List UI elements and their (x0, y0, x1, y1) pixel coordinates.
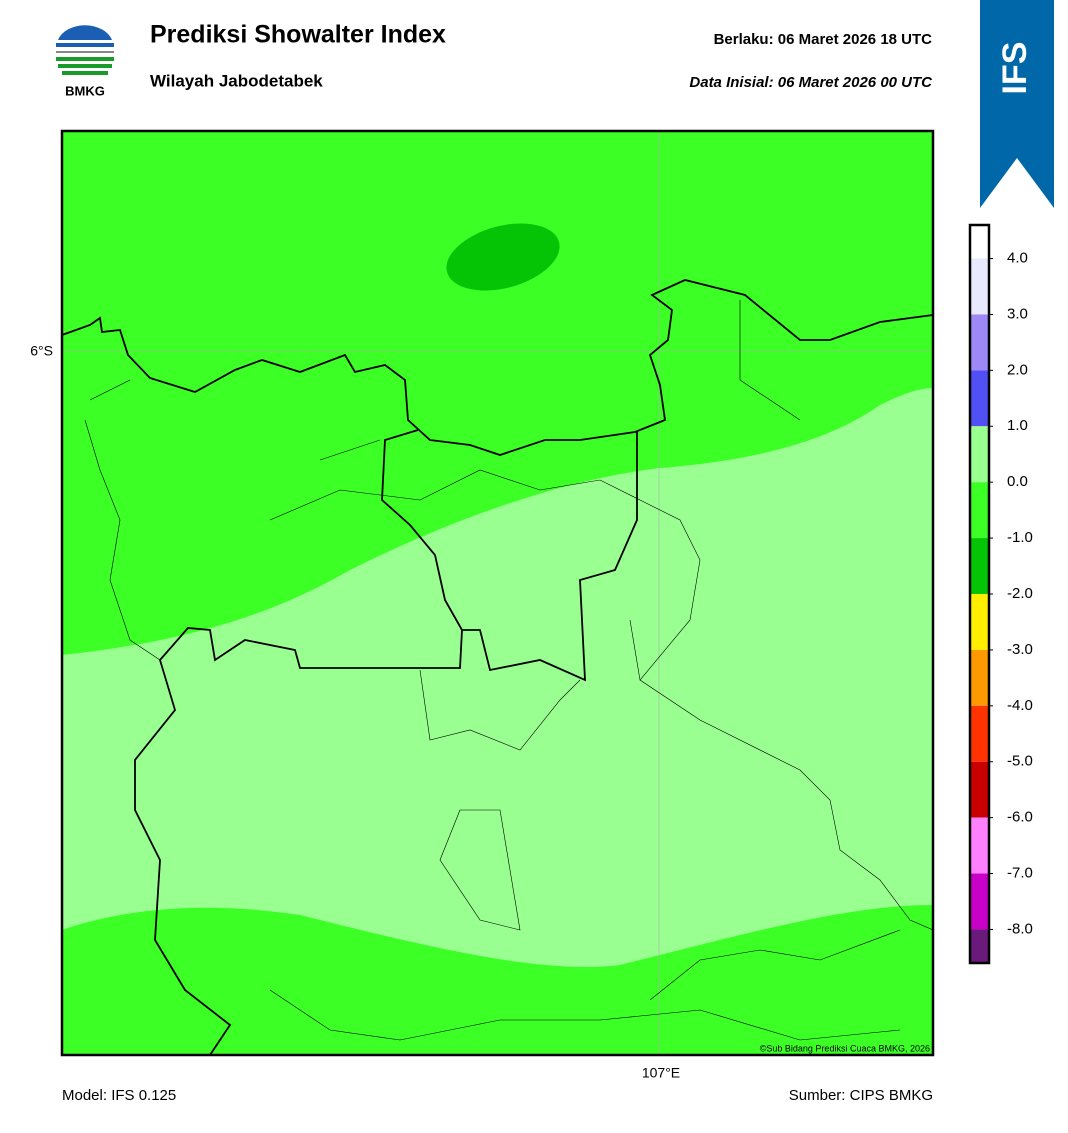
logo: BMKG (56, 25, 114, 98)
colorbar-label: -7.0 (1007, 865, 1033, 882)
badge-text: IFS (996, 42, 1034, 95)
colorbar-label: 2.0 (1007, 361, 1028, 378)
colorbar-segment (970, 370, 989, 427)
colorbar: 4.0 3.0 2.0 1.0 0.0 -1.0 -2.0 -3.0 -4.0 -5.0 -6.0 -… (968, 223, 1033, 965)
title: Prediksi Showalter Index (150, 21, 446, 49)
colorbar-label: -3.0 (1007, 641, 1033, 658)
colorbar-label: -8.0 (1007, 920, 1033, 937)
source-text: Sumber: CIPS BMKG (789, 1087, 933, 1104)
colorbar-label: -5.0 (1007, 753, 1033, 770)
colorbar-label: 4.0 (1007, 250, 1028, 267)
colorbar-segment (970, 817, 989, 874)
province-border (134, 429, 638, 1055)
colorbar-label: -2.0 (1007, 585, 1033, 602)
colorbar-segment (970, 314, 989, 371)
model-text: Model: IFS 0.125 (62, 1087, 176, 1104)
district-border (84, 300, 933, 1041)
colorbar-label: 0.0 (1007, 473, 1028, 490)
colorbar-segment (970, 225, 989, 259)
colorbar-label: 1.0 (1007, 417, 1028, 434)
map-frame (60, 129, 935, 1057)
colorbar-segment (970, 873, 989, 930)
logo-text: BMKG (65, 83, 105, 98)
badge (980, 0, 1054, 208)
colorbar-label: -4.0 (1007, 697, 1033, 714)
valid-time: Berlaku: 06 Maret 2026 18 UTC (714, 31, 933, 48)
colorbar-segment (970, 482, 989, 539)
colorbar-segment (970, 705, 989, 762)
colorbar-label: -1.0 (1007, 529, 1033, 546)
copyright: ©Sub Bidang Prediksi Cuaca BMKG, 2026 (760, 1043, 930, 1053)
colorbar-segment (970, 761, 989, 818)
contour-region (446, 223, 560, 291)
map: ©Sub Bidang Prediksi Cuaca BMKG, 2026 (62, 131, 933, 1055)
coastline (62, 279, 933, 456)
lat-label: 6°S (30, 343, 53, 359)
colorbar-segment (970, 426, 989, 483)
contour-region (62, 388, 933, 967)
colorbar-label: -6.0 (1007, 809, 1033, 826)
colorbar-segment (970, 258, 989, 315)
colorbar-segment (970, 538, 989, 594)
initial-time: Data Inisial: 06 Maret 2026 00 UTC (689, 74, 933, 91)
colorbar-label: 3.0 (1007, 305, 1028, 322)
colorbar-segment (970, 929, 989, 963)
colorbar-segment (970, 649, 989, 706)
subtitle: Wilayah Jabodetabek (150, 71, 323, 90)
colorbar-segment (970, 594, 989, 650)
lon-label: 107°E (642, 1065, 680, 1081)
